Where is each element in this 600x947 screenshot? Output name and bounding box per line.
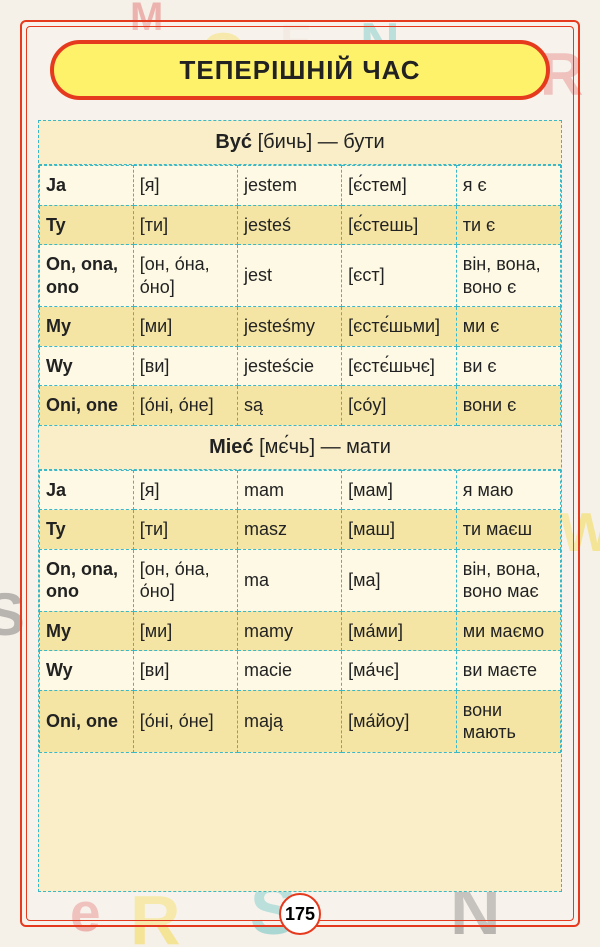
table-cell: вони є — [456, 386, 560, 426]
table-cell: [о́ні, о́не] — [133, 690, 237, 752]
table-row: Wy[ви]jesteście[єстє́шьчє]ви є — [40, 346, 561, 386]
table-cell: [ми] — [133, 611, 237, 651]
page-number-badge: 175 — [279, 893, 321, 935]
table-cell: Ja — [40, 166, 134, 206]
table-row: Ja[я]jestem[є́стем]я є — [40, 166, 561, 206]
conjugation-table: Ja[я]jestem[є́стем]я єTy[ти]jesteś[є́сте… — [39, 165, 561, 426]
section-header: Mieć [мє́чь] — мати — [39, 426, 561, 470]
table-cell: [он, о́на, о́но] — [133, 549, 237, 611]
table-cell: він, вона, воно має — [456, 549, 560, 611]
conjugation-table: Ja[я]mam[мам]я маюTy[ти]masz[маш]ти маєш… — [39, 470, 561, 753]
table-cell: jestem — [237, 166, 341, 206]
title-bar: ТЕПЕРІШНІЙ ЧАС — [50, 40, 550, 100]
table-cell: masz — [237, 510, 341, 550]
table-row: On, ona, ono[он, о́на, о́но]ma[ма]він, в… — [40, 549, 561, 611]
table-row: Ty[ти]jesteś[є́стешь]ти є — [40, 205, 561, 245]
table-cell: [єстє́шьми] — [342, 307, 457, 347]
section-header-rest: [бичь] — бути — [252, 131, 385, 153]
table-cell: [ма] — [342, 549, 457, 611]
table-cell: jesteśmy — [237, 307, 341, 347]
table-cell: [я] — [133, 470, 237, 510]
table-cell: [ти] — [133, 510, 237, 550]
table-cell: jesteś — [237, 205, 341, 245]
table-row: My[ми]jesteśmy[єстє́шьми]ми є — [40, 307, 561, 347]
table-cell: ти є — [456, 205, 560, 245]
table-cell: są — [237, 386, 341, 426]
table-cell: Ty — [40, 510, 134, 550]
table-cell: jesteście — [237, 346, 341, 386]
table-cell: ти маєш — [456, 510, 560, 550]
table-cell: [о́ні, о́не] — [133, 386, 237, 426]
table-cell: [ти] — [133, 205, 237, 245]
table-cell: Ty — [40, 205, 134, 245]
table-cell: My — [40, 307, 134, 347]
page-title: ТЕПЕРІШНІЙ ЧАС — [179, 55, 420, 86]
table-cell: він, вона, воно є — [456, 245, 560, 307]
table-cell: On, ona, ono — [40, 245, 134, 307]
table-cell: Oni, one — [40, 386, 134, 426]
section-header-bold: Być — [215, 131, 252, 153]
table-cell: [єстє́шьчє] — [342, 346, 457, 386]
table-cell: [я] — [133, 166, 237, 206]
table-cell: My — [40, 611, 134, 651]
table-cell: [є́стем] — [342, 166, 457, 206]
table-cell: Wy — [40, 651, 134, 691]
table-cell: я маю — [456, 470, 560, 510]
table-cell: ma — [237, 549, 341, 611]
table-cell: Oni, one — [40, 690, 134, 752]
table-cell: macie — [237, 651, 341, 691]
table-cell: вони мають — [456, 690, 560, 752]
section-header-rest: [мє́чь] — мати — [254, 436, 391, 458]
section-header: Być [бичь] — бути — [39, 121, 561, 165]
table-cell: [є́стешь] — [342, 205, 457, 245]
table-cell: [ми] — [133, 307, 237, 347]
table-cell: ви є — [456, 346, 560, 386]
table-cell: я є — [456, 166, 560, 206]
table-cell: [маш] — [342, 510, 457, 550]
table-cell: Wy — [40, 346, 134, 386]
table-cell: ви маєте — [456, 651, 560, 691]
table-row: Ty[ти]masz[маш]ти маєш — [40, 510, 561, 550]
table-cell: [он, о́на, о́но] — [133, 245, 237, 307]
table-row: Wy[ви]macie[ма́чє]ви маєте — [40, 651, 561, 691]
table-cell: mają — [237, 690, 341, 752]
content-area: Być [бичь] — бутиJa[я]jestem[є́стем]я єT… — [38, 120, 562, 892]
table-row: My[ми]mamy[ма́ми]ми маємо — [40, 611, 561, 651]
table-row: Oni, one[о́ні, о́не]mają[ма́йоу]вони маю… — [40, 690, 561, 752]
table-cell: [ви] — [133, 651, 237, 691]
table-cell: mamy — [237, 611, 341, 651]
table-row: Oni, one[о́ні, о́не]są[со́у]вони є — [40, 386, 561, 426]
table-row: On, ona, ono[он, о́на, о́но]jest[єст]він… — [40, 245, 561, 307]
table-cell: [мам] — [342, 470, 457, 510]
table-cell: jest — [237, 245, 341, 307]
table-cell: [ма́чє] — [342, 651, 457, 691]
table-cell: [со́у] — [342, 386, 457, 426]
table-cell: Ja — [40, 470, 134, 510]
table-cell: mam — [237, 470, 341, 510]
table-cell: [ви] — [133, 346, 237, 386]
table-cell: ми маємо — [456, 611, 560, 651]
table-cell: ми є — [456, 307, 560, 347]
section-header-bold: Mieć — [209, 436, 253, 458]
table-cell: [ма́йоу] — [342, 690, 457, 752]
table-cell: [ма́ми] — [342, 611, 457, 651]
table-cell: [єст] — [342, 245, 457, 307]
table-row: Ja[я]mam[мам]я маю — [40, 470, 561, 510]
page-number: 175 — [285, 904, 315, 925]
table-cell: On, ona, ono — [40, 549, 134, 611]
